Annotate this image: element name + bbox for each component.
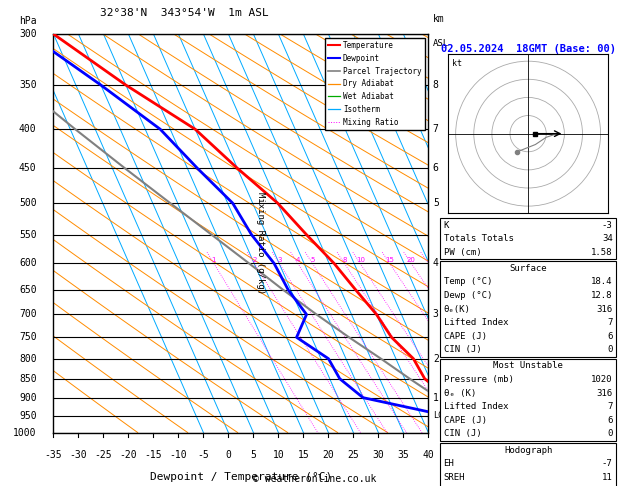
Text: 02.05.2024  18GMT (Base: 00): 02.05.2024 18GMT (Base: 00) xyxy=(441,44,616,54)
Text: km: km xyxy=(433,14,445,24)
Text: 1: 1 xyxy=(211,258,216,263)
Text: 15: 15 xyxy=(298,451,309,460)
Text: 1: 1 xyxy=(433,393,438,403)
Text: Hodograph: Hodograph xyxy=(504,446,552,454)
Text: 350: 350 xyxy=(19,80,36,90)
Text: 400: 400 xyxy=(19,124,36,134)
Text: 450: 450 xyxy=(19,163,36,173)
Text: SREH: SREH xyxy=(443,473,465,482)
Text: 700: 700 xyxy=(19,310,36,319)
Text: 20: 20 xyxy=(407,258,416,263)
Text: Surface: Surface xyxy=(509,264,547,273)
Bar xyxy=(440,261,616,357)
Text: kt: kt xyxy=(452,59,462,68)
Text: 0: 0 xyxy=(225,451,231,460)
Text: CIN (J): CIN (J) xyxy=(443,346,481,354)
Text: 35: 35 xyxy=(398,451,409,460)
Text: -5: -5 xyxy=(198,451,209,460)
Text: -15: -15 xyxy=(145,451,162,460)
Text: Most Unstable: Most Unstable xyxy=(493,362,563,370)
Text: Dewp (°C): Dewp (°C) xyxy=(443,291,492,300)
Text: 316: 316 xyxy=(596,305,613,313)
Text: -10: -10 xyxy=(170,451,187,460)
Text: 4: 4 xyxy=(296,258,300,263)
Text: 7: 7 xyxy=(607,318,613,327)
Bar xyxy=(440,218,616,259)
Text: 950: 950 xyxy=(19,411,36,420)
Text: 2: 2 xyxy=(252,258,257,263)
Text: 3: 3 xyxy=(433,310,438,319)
Text: Mixing Ratio (g/kg): Mixing Ratio (g/kg) xyxy=(256,192,265,294)
Text: 1020: 1020 xyxy=(591,375,613,384)
Text: 32°38'N  343°54'W  1m ASL: 32°38'N 343°54'W 1m ASL xyxy=(100,8,269,18)
Text: -3: -3 xyxy=(602,221,613,229)
Text: 34: 34 xyxy=(602,234,613,243)
Text: 0: 0 xyxy=(607,430,613,438)
Text: 5: 5 xyxy=(250,451,257,460)
Text: -20: -20 xyxy=(120,451,137,460)
Bar xyxy=(440,359,616,441)
Text: K: K xyxy=(443,221,449,229)
Text: 15: 15 xyxy=(386,258,394,263)
Text: 20: 20 xyxy=(323,451,334,460)
Text: 30: 30 xyxy=(372,451,384,460)
Text: Dewpoint / Temperature (°C): Dewpoint / Temperature (°C) xyxy=(150,472,332,483)
Text: 600: 600 xyxy=(19,259,36,268)
Text: 5: 5 xyxy=(433,198,438,208)
Text: 18.4: 18.4 xyxy=(591,278,613,286)
Text: 10: 10 xyxy=(356,258,365,263)
Text: 5: 5 xyxy=(310,258,314,263)
Text: 500: 500 xyxy=(19,198,36,208)
Text: 1000: 1000 xyxy=(13,428,36,437)
Text: 800: 800 xyxy=(19,354,36,364)
Text: EH: EH xyxy=(443,459,454,468)
Text: CAPE (J): CAPE (J) xyxy=(443,416,487,425)
Text: 6: 6 xyxy=(433,163,438,173)
Text: 750: 750 xyxy=(19,332,36,342)
Text: LCL: LCL xyxy=(433,411,448,420)
Text: ASL: ASL xyxy=(433,39,449,48)
Text: 25: 25 xyxy=(347,451,359,460)
Text: 8: 8 xyxy=(433,80,438,90)
Text: 300: 300 xyxy=(19,29,36,39)
Text: Lifted Index: Lifted Index xyxy=(443,318,508,327)
Text: PW (cm): PW (cm) xyxy=(443,248,481,257)
Text: Totals Totals: Totals Totals xyxy=(443,234,513,243)
Text: 12.8: 12.8 xyxy=(591,291,613,300)
Text: 550: 550 xyxy=(19,230,36,240)
Text: -25: -25 xyxy=(94,451,112,460)
Text: CAPE (J): CAPE (J) xyxy=(443,332,487,341)
Text: -30: -30 xyxy=(70,451,87,460)
Text: θₑ (K): θₑ (K) xyxy=(443,389,476,398)
Text: -35: -35 xyxy=(45,451,62,460)
Text: © weatheronline.co.uk: © weatheronline.co.uk xyxy=(253,473,376,484)
Text: 0: 0 xyxy=(607,346,613,354)
Text: 7: 7 xyxy=(607,402,613,411)
Text: 650: 650 xyxy=(19,285,36,295)
Text: CIN (J): CIN (J) xyxy=(443,430,481,438)
Text: 850: 850 xyxy=(19,374,36,384)
Text: 7: 7 xyxy=(433,124,438,134)
Text: 6: 6 xyxy=(607,416,613,425)
Text: 4: 4 xyxy=(433,259,438,268)
Text: 3: 3 xyxy=(277,258,282,263)
Text: 2: 2 xyxy=(433,354,438,364)
Text: hPa: hPa xyxy=(19,16,36,26)
Text: Pressure (mb): Pressure (mb) xyxy=(443,375,513,384)
Text: 1.58: 1.58 xyxy=(591,248,613,257)
Text: θₑ(K): θₑ(K) xyxy=(443,305,470,313)
Text: 6: 6 xyxy=(607,332,613,341)
Legend: Temperature, Dewpoint, Parcel Trajectory, Dry Adiabat, Wet Adiabat, Isotherm, Mi: Temperature, Dewpoint, Parcel Trajectory… xyxy=(325,38,425,130)
Text: 10: 10 xyxy=(272,451,284,460)
Text: 8: 8 xyxy=(342,258,347,263)
Text: -7: -7 xyxy=(602,459,613,468)
Text: 11: 11 xyxy=(602,473,613,482)
Text: 40: 40 xyxy=(423,451,434,460)
Text: 316: 316 xyxy=(596,389,613,398)
Text: Temp (°C): Temp (°C) xyxy=(443,278,492,286)
Text: Lifted Index: Lifted Index xyxy=(443,402,508,411)
Text: 900: 900 xyxy=(19,393,36,403)
Bar xyxy=(440,443,616,486)
